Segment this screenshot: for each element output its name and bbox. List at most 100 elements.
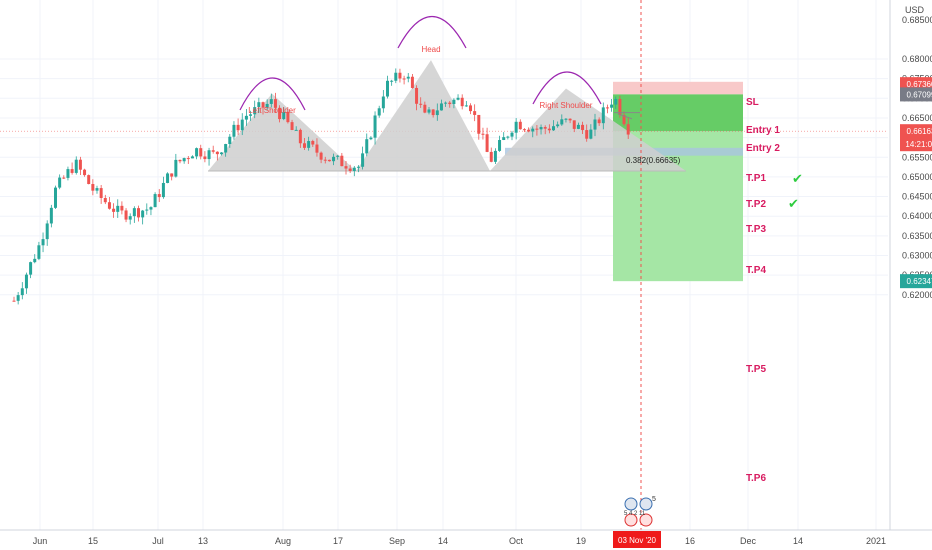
head-arc [397, 16, 467, 49]
candle-body [70, 169, 74, 173]
candle-body [174, 159, 178, 177]
candle-body [307, 141, 311, 148]
candle-body [564, 118, 568, 120]
current-date-badge [613, 531, 661, 548]
candle-body [452, 99, 456, 105]
level-label-tp4: T.P4 [746, 265, 766, 276]
candle-body [605, 107, 609, 109]
price-badge-label: 0.62347 [907, 277, 932, 286]
x-tick-19: 19 [576, 536, 586, 546]
level-label-sl: SL [746, 97, 759, 108]
x-tick-jul: Jul [152, 536, 164, 546]
candle-body [265, 103, 269, 108]
candle-body [576, 124, 580, 129]
candle-body [390, 80, 394, 82]
candle-body [493, 150, 497, 162]
x-tick-dec: Dec [740, 536, 757, 546]
candle-body [506, 136, 510, 138]
axes: 0.680000.675000.670000.665000.660000.655… [0, 0, 932, 531]
candle-body [215, 151, 219, 155]
candle-body [249, 114, 253, 116]
candle-body [37, 245, 41, 259]
candle-body [336, 155, 340, 157]
event-marker-icon[interactable] [624, 497, 638, 511]
y-tick-label: 0.65000 [902, 172, 932, 182]
candle-body [298, 129, 302, 144]
candle-body [527, 129, 531, 132]
candle-body [381, 96, 385, 109]
left-shoulder-triangle [208, 93, 356, 172]
candle-body [377, 108, 381, 116]
candle-body [20, 288, 24, 296]
candle-body [107, 202, 111, 209]
candle-body [373, 115, 377, 138]
candle-body [236, 124, 240, 131]
candle-body [356, 166, 360, 168]
candle-body [66, 169, 70, 178]
candle-body [220, 152, 223, 155]
candle-body [344, 166, 348, 169]
candle-body [54, 187, 57, 208]
candle-body [278, 107, 282, 120]
y-tick-label: 0.63000 [902, 251, 932, 261]
y-tick-top-partial: 0.68500 [902, 15, 932, 25]
candle-body [531, 128, 535, 132]
y-tick-label: 0.65500 [902, 152, 932, 162]
candle-body [186, 158, 190, 160]
candle-body [406, 76, 410, 79]
candle-body [103, 197, 107, 203]
y-tick-label: 0.66500 [902, 113, 932, 123]
flag-icon[interactable] [624, 513, 638, 527]
candle-body [190, 156, 194, 159]
y-tick-label: 0.64500 [902, 192, 932, 202]
candle-body [232, 124, 236, 137]
candle-body [41, 239, 45, 246]
y-tick-label: 0.63500 [902, 231, 932, 241]
candle-body [24, 274, 28, 289]
x-tick-sep: Sep [389, 536, 405, 546]
candle-body [62, 177, 66, 179]
candle-body [261, 102, 265, 108]
candle-body [91, 184, 95, 191]
candle-body [153, 194, 157, 208]
candle-body [423, 104, 427, 113]
left-shoulder-arc [239, 77, 306, 111]
candle-body [439, 103, 443, 111]
flag-icon[interactable] [639, 513, 653, 527]
candle-body [552, 126, 555, 131]
candle-body [315, 144, 319, 153]
candle-body [502, 137, 506, 140]
candle-body [535, 128, 539, 130]
candle-body [514, 121, 518, 133]
candle-body [124, 210, 128, 220]
candle-body [448, 102, 452, 105]
head-and-shoulders-pattern [208, 16, 686, 172]
candle-body [203, 156, 207, 160]
event-markers[interactable]: 5 5 4 2 11 [624, 496, 656, 527]
candle-body [398, 72, 402, 79]
candle-body [402, 78, 406, 80]
candle-body [498, 139, 502, 151]
candle-body [601, 107, 605, 124]
candle-body [224, 144, 228, 153]
candle-body [199, 148, 203, 157]
currency-label: USD [905, 5, 925, 15]
x-tick-15: 15 [88, 536, 98, 546]
price-badge [900, 137, 932, 152]
event-marker-icon[interactable] [639, 497, 653, 511]
candle-body [282, 111, 286, 120]
price-badge-label: 0.66163 [907, 127, 932, 136]
price-badge [900, 87, 932, 102]
candle-body [207, 150, 211, 160]
candle-body [294, 129, 298, 131]
candle-body [286, 111, 290, 123]
candle-body [240, 119, 244, 131]
x-tick-2021: 2021 [866, 536, 886, 546]
candle-body [464, 105, 468, 107]
level-label-entry-2: Entry 2 [746, 143, 780, 154]
price-badge-label: 0.67099 [907, 90, 932, 99]
candle-body [244, 115, 248, 120]
